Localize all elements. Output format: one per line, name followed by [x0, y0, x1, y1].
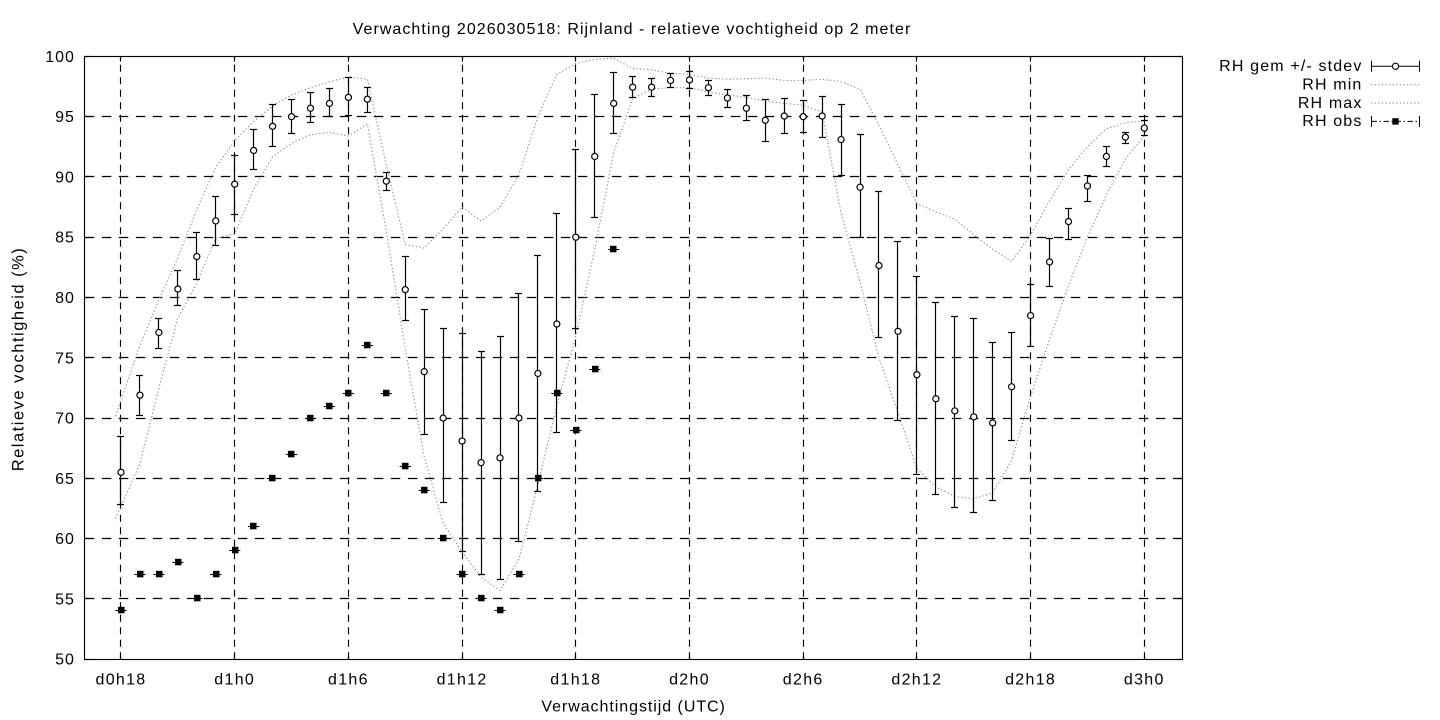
svg-text:RH max: RH max — [1298, 95, 1363, 112]
svg-text:Relatieve vochtigheid (%): Relatieve vochtigheid (%) — [9, 247, 27, 472]
svg-text:85: 85 — [55, 230, 75, 247]
svg-text:50: 50 — [55, 652, 75, 669]
svg-text:d1h6: d1h6 — [328, 672, 369, 689]
svg-text:d1h18: d1h18 — [550, 672, 601, 689]
svg-text:65: 65 — [55, 471, 75, 488]
svg-text:d2h0: d2h0 — [669, 672, 710, 689]
svg-text:95: 95 — [55, 109, 75, 126]
svg-text:d2h12: d2h12 — [891, 672, 942, 689]
svg-text:d3h0: d3h0 — [1124, 672, 1165, 689]
svg-text:100: 100 — [45, 49, 75, 66]
svg-text:Verwachting 2026030518: Rijnla: Verwachting 2026030518: Rijnland - relat… — [353, 21, 912, 38]
svg-text:75: 75 — [55, 350, 75, 367]
svg-text:d2h18: d2h18 — [1005, 672, 1056, 689]
svg-text:d1h0: d1h0 — [214, 672, 255, 689]
svg-text:RH obs: RH obs — [1302, 113, 1362, 130]
svg-text:d1h12: d1h12 — [437, 672, 488, 689]
svg-text:RH gem +/- stdev: RH gem +/- stdev — [1219, 58, 1362, 75]
svg-text:55: 55 — [55, 591, 75, 608]
svg-text:60: 60 — [55, 531, 75, 548]
svg-text:70: 70 — [55, 411, 75, 428]
svg-text:90: 90 — [55, 169, 75, 186]
svg-text:d2h6: d2h6 — [783, 672, 824, 689]
svg-text:d0h18: d0h18 — [96, 672, 147, 689]
svg-text:80: 80 — [55, 290, 75, 307]
svg-text:RH min: RH min — [1302, 77, 1362, 94]
svg-text:Verwachtingstijd (UTC): Verwachtingstijd (UTC) — [541, 699, 726, 716]
